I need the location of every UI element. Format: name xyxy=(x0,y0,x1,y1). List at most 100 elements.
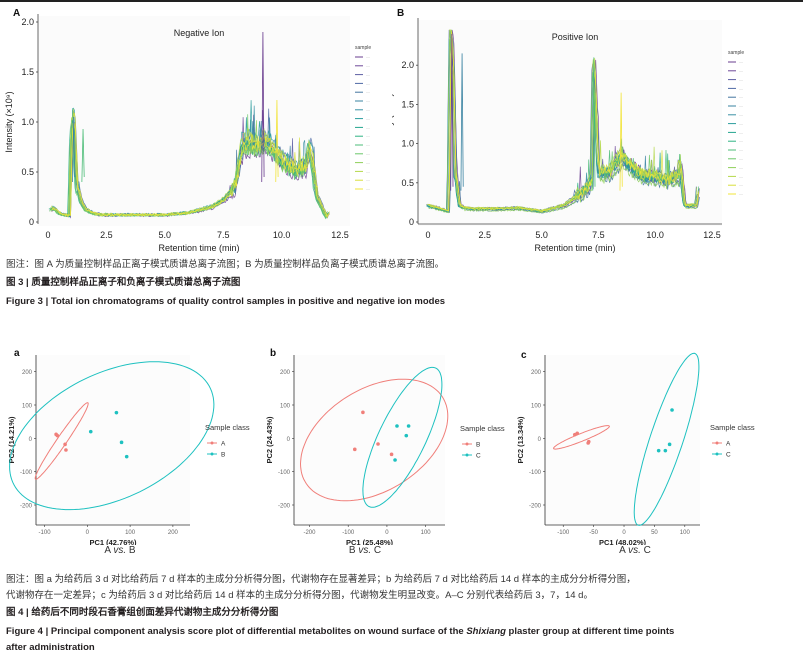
comparison-label: A vs. C xyxy=(619,545,651,556)
y-tick-label: 0 xyxy=(29,217,34,227)
legend-label: — xyxy=(739,68,743,73)
tic-chart-negative: 0 0.5 1.0 1.5 2.0 0 2.5 5.0 7.5 10.0 12.5 Retention… xyxy=(4,14,371,253)
legend-title: sample xyxy=(355,45,371,51)
y-tick-label: 0 xyxy=(287,437,291,443)
x-tick-label: 100 xyxy=(680,530,691,536)
peak-mark xyxy=(592,57,596,191)
legend-swatch-point xyxy=(715,441,719,445)
sample-point xyxy=(575,431,580,436)
x-tick-label: 7.5 xyxy=(217,230,230,240)
sample-point xyxy=(119,440,124,445)
figure4-panel-b: b -200 -100 0 100 200 -200 -100 0 100 PC1 (25.48%… xyxy=(260,345,515,565)
legend-swatch-point xyxy=(465,453,469,457)
plot-background xyxy=(38,16,350,226)
sample-point xyxy=(395,424,399,428)
figure4-note-line2: 代谢物存在一定差异；c 为给药后 3 d 对比给药后 14 d 样本的主成分分析… xyxy=(6,590,593,601)
figure4-title-en-line2: after administration xyxy=(6,642,95,653)
top-rule xyxy=(0,0,803,2)
legend-title: Sample class xyxy=(205,423,250,432)
legend-label: A xyxy=(221,441,226,448)
legend-label: — xyxy=(739,121,743,126)
sample-point xyxy=(656,448,661,453)
chart-title: Negative Ion xyxy=(174,28,225,38)
tic-chart-positive: 0 0.5 1.0 1.5 2.0 0 2.5 5.0 7.5 10.0 12.5 Retention… xyxy=(384,18,744,253)
figure3-title-en: Figure 3 | Total ion chromatograms of qu… xyxy=(6,296,446,307)
legend-label: — xyxy=(366,143,370,148)
y-tick-label: 2.0 xyxy=(21,17,34,27)
x-axis-label: Retention time (min) xyxy=(534,243,615,253)
sample-point xyxy=(114,410,119,415)
sample-point xyxy=(406,424,411,428)
legend-label: — xyxy=(739,148,743,153)
legend-label: — xyxy=(366,160,370,165)
x-tick-label: -50 xyxy=(589,530,598,536)
figure4-note-line1: 图注：图 a 为给药后 3 d 对比给药后 7 d 样本的主成分分析得分图，代谢… xyxy=(6,574,636,585)
y-tick-label: 0.5 xyxy=(21,167,34,177)
x-axis-label: PC1 (42.76%) xyxy=(89,538,137,545)
legend-label: — xyxy=(739,77,743,82)
figure3-note: 图注：图 A 为质量控制样品正离子模式质谱总离子流图；B 为质量控制样品负离子模… xyxy=(6,259,445,270)
x-tick-label: 12.5 xyxy=(703,230,721,240)
x-tick-label: 7.5 xyxy=(592,230,605,240)
y-tick-label: 0 xyxy=(29,437,33,443)
legend-label: — xyxy=(739,183,743,188)
y-tick-label: 200 xyxy=(22,370,33,376)
plot-background xyxy=(418,20,722,226)
sample-point xyxy=(352,447,357,452)
legend-label: — xyxy=(739,86,743,91)
x-tick-label: 5.0 xyxy=(159,230,172,240)
y-tick-label: 1.0 xyxy=(401,139,414,149)
sample-point xyxy=(393,458,397,462)
peak-mark xyxy=(81,128,85,183)
legend-label: C xyxy=(476,453,481,460)
legend-swatch-point xyxy=(210,452,214,456)
legend-label: — xyxy=(366,90,370,95)
y-tick-label: -100 xyxy=(529,470,542,476)
y-tick-label: -200 xyxy=(278,504,291,510)
peak-mark xyxy=(450,33,454,191)
plot-background xyxy=(36,355,190,525)
legend-label: C xyxy=(726,452,731,459)
peak-mark xyxy=(275,99,279,183)
figure4-panel-c: c -200 -100 0 100 200 -100 -50 0 50 100 PC1 (48.02… xyxy=(515,345,803,565)
x-tick-label: 100 xyxy=(125,530,136,536)
x-axis-label: PC1 (48.02%) xyxy=(599,538,647,545)
confidence-ellipse xyxy=(553,425,610,450)
y-tick-label: 100 xyxy=(280,404,291,410)
plot-background xyxy=(545,355,700,525)
x-tick-label: 10.0 xyxy=(273,230,291,240)
legend-label: — xyxy=(366,99,370,104)
x-tick-label: 0 xyxy=(622,530,626,536)
sample-point xyxy=(670,408,674,412)
legend-title: sample xyxy=(728,50,744,56)
sample-point xyxy=(376,442,380,446)
x-tick-label: 5.0 xyxy=(535,230,548,240)
figure3-panel-a: A 0 0.5 1.0 1.5 2.0 0 2.5 5.0 7.5 10.0 12.5 Retenti… xyxy=(0,4,392,256)
x-tick-label: -100 xyxy=(342,530,355,536)
legend-label: — xyxy=(366,72,370,77)
x-tick-label: -200 xyxy=(303,530,316,536)
legend-label: — xyxy=(366,125,370,130)
legend-label: — xyxy=(366,107,370,112)
y-tick-label: 1.5 xyxy=(21,67,34,77)
legend-label: B xyxy=(221,452,225,459)
y-tick-label: 0.5 xyxy=(401,178,414,188)
y-axis-label: PC2 (13.34%) xyxy=(516,416,525,464)
y-axis-label: PC2 (24.43%) xyxy=(265,416,274,464)
x-tick-label: 10.0 xyxy=(646,230,664,240)
sample-series-line xyxy=(428,32,700,213)
x-tick-label: 50 xyxy=(651,530,658,536)
peak-mark xyxy=(460,53,464,191)
y-axis-label: Intensity (×10⁹) xyxy=(392,93,394,154)
peak-mark xyxy=(72,116,76,183)
confidence-ellipse xyxy=(633,352,700,526)
x-tick-label: 100 xyxy=(421,530,432,536)
legend-label: — xyxy=(366,81,370,86)
y-tick-label: 200 xyxy=(280,370,291,376)
legend-label: A xyxy=(726,441,731,448)
legend-label: — xyxy=(366,187,370,192)
x-axis-label: PC1 (25.48%) xyxy=(346,538,394,545)
y-tick-label: -100 xyxy=(278,470,291,476)
sample-point xyxy=(88,429,93,434)
legend-label: — xyxy=(739,112,743,117)
